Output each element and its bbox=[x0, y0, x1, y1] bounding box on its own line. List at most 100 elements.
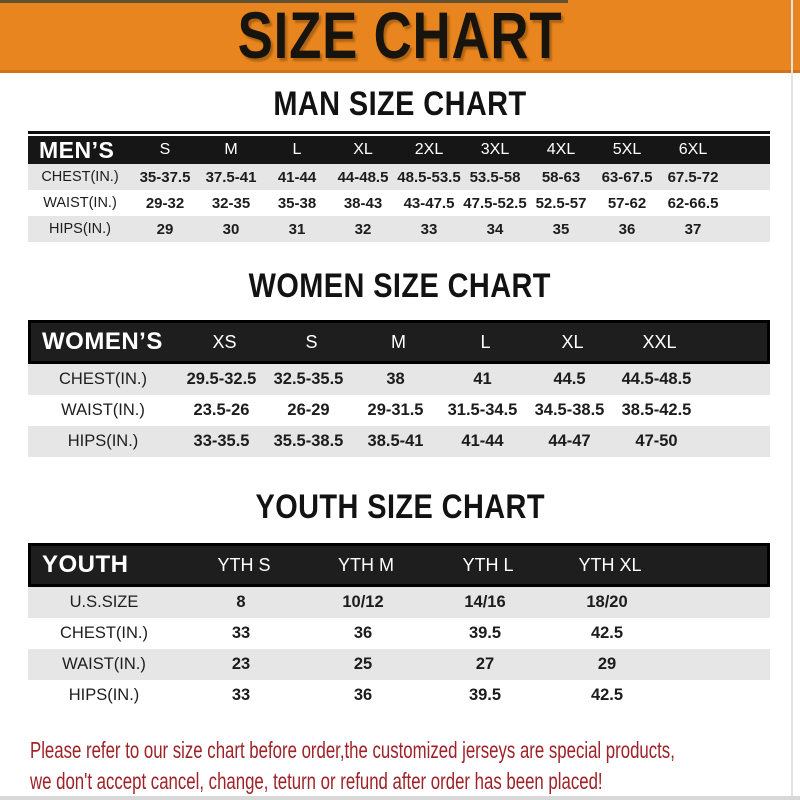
size-value: 27 bbox=[475, 655, 495, 673]
womens-size-table-grid: WOMEN’S XS S M L XL XXL CHEST(IN.) 29.5-32.5 32.5… bbox=[28, 320, 770, 457]
banner: SIZE CHART bbox=[0, 0, 800, 73]
size-value: 44-47 bbox=[548, 432, 591, 450]
table-body: CHEST(IN.) 29.5-32.5 32.5-35.5 38 41 44.5 44.5… bbox=[28, 364, 770, 457]
measurement-row: HIPS(IN.) 33-35.5 35.5-38.5 38.5-41 41-44 44-… bbox=[28, 426, 770, 457]
measurement-row: CHEST(IN.) 33 36 39.5 42.5 bbox=[28, 618, 770, 649]
size-value: 32 bbox=[354, 220, 372, 238]
size-value: 31.5-34.5 bbox=[447, 401, 518, 419]
size-value: 29.5-32.5 bbox=[186, 370, 257, 388]
size-value: 34.5-38.5 bbox=[534, 401, 605, 419]
women-size-title: WOMEN SIZE CHART bbox=[0, 266, 800, 306]
table-header-row: YOUTH YTH S YTH M YTH L YTH XL bbox=[28, 543, 770, 587]
table-corner-label: MEN’S bbox=[39, 136, 115, 163]
size-value: 32.5-35.5 bbox=[273, 370, 344, 388]
size-column-header: XXL bbox=[642, 331, 677, 352]
size-column-header: S bbox=[159, 141, 171, 158]
size-value: 42.5 bbox=[590, 624, 624, 642]
youth-size-title-text: YOUTH SIZE CHART bbox=[255, 488, 545, 526]
size-value: 33 bbox=[231, 624, 251, 642]
table-corner-label: YOUTH bbox=[42, 551, 129, 578]
measurement-row: WAIST(IN.) 29-32 32-35 35-38 38-43 43-47.5 47.… bbox=[28, 190, 770, 216]
size-value: 29 bbox=[156, 220, 174, 238]
size-value: 62-66.5 bbox=[667, 194, 719, 212]
row-label: WAIST(IN.) bbox=[43, 195, 117, 211]
size-value: 38-43 bbox=[343, 194, 383, 212]
size-value: 37.5-41 bbox=[205, 168, 257, 186]
size-value: 25 bbox=[353, 655, 373, 673]
size-value: 31 bbox=[288, 220, 306, 238]
size-value: 33 bbox=[420, 220, 438, 238]
size-value: 26-29 bbox=[287, 401, 330, 419]
size-column-header: XS bbox=[212, 331, 237, 352]
size-value: 32-35 bbox=[211, 194, 251, 212]
size-column-header: M bbox=[391, 331, 406, 352]
size-value: 18/20 bbox=[586, 593, 628, 611]
row-label: HIPS(IN.) bbox=[67, 432, 139, 450]
bottom-edge-artifact bbox=[0, 796, 800, 800]
size-value: 57-62 bbox=[607, 194, 647, 212]
row-label: U.S.SIZE bbox=[69, 593, 139, 611]
size-value: 10/12 bbox=[342, 593, 384, 611]
size-value: 44-48.5 bbox=[337, 168, 389, 186]
size-column-header: XL bbox=[353, 141, 373, 158]
size-value: 53.5-58 bbox=[469, 168, 521, 186]
women-size-section: WOMEN SIZE CHART WOMEN’S XS S M L XL XXL CHEST(… bbox=[0, 266, 800, 457]
size-value: 23.5-26 bbox=[193, 401, 250, 419]
man-size-title-text: MAN SIZE CHART bbox=[273, 85, 527, 123]
table-body: CHEST(IN.) 35-37.5 37.5-41 41-44 44-48.5 48.5… bbox=[28, 164, 770, 242]
man-size-title: MAN SIZE CHART bbox=[0, 84, 800, 124]
youth-size-table: YOUTH YTH S YTH M YTH L YTH XL U.S.SIZE 8 10/12… bbox=[28, 543, 770, 711]
size-column-header: 5XL bbox=[612, 141, 642, 158]
youth-size-table-grid: YOUTH YTH S YTH M YTH L YTH XL U.S.SIZE 8 10/12… bbox=[28, 543, 770, 711]
table-header-row: MEN’S S M L XL 2XL 3XL 4XL 5XL 6XL bbox=[28, 136, 770, 164]
size-value: 38.5-42.5 bbox=[621, 401, 692, 419]
measurement-row: HIPS(IN.) 29 30 31 32 33 34 35 36 37 bbox=[28, 216, 770, 242]
measurement-row: CHEST(IN.) 29.5-32.5 32.5-35.5 38 41 44.5 44.5… bbox=[28, 364, 770, 395]
size-column-header: YTH L bbox=[462, 554, 514, 575]
size-value: 14/16 bbox=[464, 593, 506, 611]
size-column-header: 2XL bbox=[414, 141, 444, 158]
size-value: 35-37.5 bbox=[139, 168, 191, 186]
row-label: CHEST(IN.) bbox=[59, 370, 147, 388]
size-value: 41-44 bbox=[461, 432, 504, 450]
size-value: 8 bbox=[236, 593, 246, 611]
size-value: 35-38 bbox=[277, 194, 317, 212]
measurement-row: HIPS(IN.) 33 36 39.5 42.5 bbox=[28, 680, 770, 711]
right-edge-artifact bbox=[791, 0, 793, 800]
notice-line-2: we don't accept cancel, change, teturn o… bbox=[30, 768, 603, 794]
size-value: 42.5 bbox=[590, 686, 624, 704]
top-edge-artifact bbox=[0, 0, 568, 3]
size-value: 43-47.5 bbox=[403, 194, 455, 212]
size-value: 23 bbox=[231, 655, 251, 673]
mens-table-top-border bbox=[28, 131, 770, 134]
size-value: 33-35.5 bbox=[193, 432, 250, 450]
size-value: 29-31.5 bbox=[367, 401, 424, 419]
page-title: SIZE CHART bbox=[237, 0, 563, 72]
size-value: 35 bbox=[552, 220, 570, 238]
size-value: 58-63 bbox=[541, 168, 581, 186]
size-column-header: S bbox=[305, 331, 318, 352]
size-value: 44.5 bbox=[553, 370, 586, 388]
row-label: WAIST(IN.) bbox=[61, 401, 145, 419]
notice-line-1: Please refer to our size chart before or… bbox=[30, 737, 675, 763]
size-column-header: XL bbox=[561, 331, 584, 352]
size-value: 36 bbox=[353, 624, 373, 642]
youth-size-section: YOUTH SIZE CHART YOUTH YTH S YTH M YTH L YTH… bbox=[0, 487, 800, 711]
size-column-header: YTH XL bbox=[578, 554, 642, 575]
size-column-header: M bbox=[224, 141, 238, 158]
row-label: CHEST(IN.) bbox=[60, 624, 148, 642]
row-label: HIPS(IN.) bbox=[68, 686, 140, 704]
size-column-header: YTH S bbox=[217, 554, 271, 575]
size-value: 36 bbox=[618, 220, 636, 238]
size-column-header: 6XL bbox=[678, 141, 708, 158]
size-value: 29 bbox=[597, 655, 617, 673]
man-size-section: MAN SIZE CHART MEN’S S M L XL 2XL 3XL 4XL 5XL 6XL… bbox=[0, 84, 800, 242]
size-column-header: L bbox=[292, 141, 302, 158]
measurement-row: WAIST(IN.) 23.5-26 26-29 29-31.5 31.5-34.5 34… bbox=[28, 395, 770, 426]
size-column-header: YTH M bbox=[338, 554, 394, 575]
size-value: 41-44 bbox=[277, 168, 317, 186]
size-value: 38 bbox=[386, 370, 405, 388]
size-value: 63-67.5 bbox=[601, 168, 653, 186]
footer-notice: Please refer to our size chart before or… bbox=[30, 735, 800, 797]
table-header-row: WOMEN’S XS S M L XL XXL bbox=[28, 320, 770, 364]
